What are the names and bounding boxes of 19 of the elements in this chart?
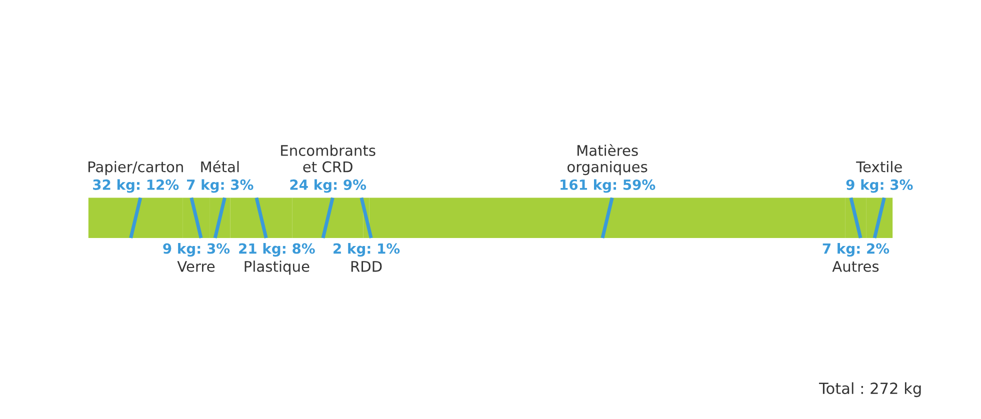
series-label: Matières organiques bbox=[568, 144, 648, 176]
data-label: 2 kg: 1% bbox=[334, 243, 400, 257]
series-label: Verre bbox=[177, 261, 215, 272]
series-label: Plastique bbox=[244, 260, 310, 275]
series-label: Métal bbox=[201, 160, 239, 172]
data-label: 161 kg: 59% bbox=[560, 179, 656, 193]
series-label: Encombrants et CRD bbox=[281, 144, 376, 172]
data-label: 9 kg: 3% bbox=[846, 179, 913, 193]
data-label: 7 kg: 2% bbox=[822, 243, 890, 257]
data-label: 7 kg: 3% bbox=[187, 179, 254, 193]
series-label: Autres bbox=[832, 261, 879, 272]
series-label: Papier/carton bbox=[88, 161, 183, 176]
data-label: 24 kg: 9% bbox=[290, 179, 366, 193]
series-label: RDD bbox=[351, 261, 382, 272]
data-label: 32 kg: 12% bbox=[93, 179, 179, 193]
data-label: 9 kg: 3% bbox=[163, 243, 230, 257]
series-label: Textile bbox=[856, 161, 902, 172]
data-label: 21 kg: 8% bbox=[239, 243, 315, 257]
text: Total : 272 kg bbox=[818, 382, 921, 398]
